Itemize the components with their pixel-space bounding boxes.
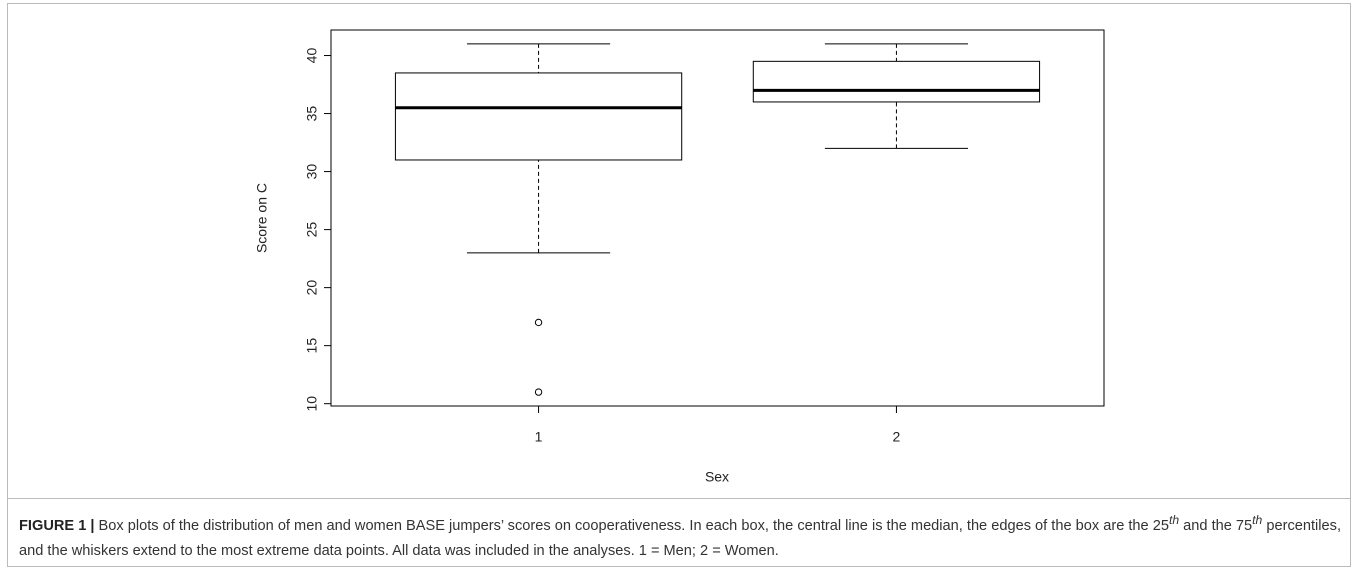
outlier [534,318,543,327]
caption-label: FIGURE 1 | [19,517,95,534]
x-tick-label: 1 [535,429,543,445]
y-axis-label: Score on C [254,183,270,253]
caption-text: and the 75 [1179,517,1253,534]
caption-text: percentiles, and the whiskers extend to … [19,517,1342,559]
y-tick-label: 20 [304,280,320,296]
caption-sup: th [1252,513,1263,527]
y-tick-label: 25 [304,222,320,238]
y-tick-label: 40 [304,48,320,64]
box [752,60,1041,103]
figure-frame [7,3,1351,567]
chart: Score on C Sex 10 15 20 25 30 35 40 1 2 [254,29,1105,485]
box [394,72,683,161]
y-tick-label: 10 [304,396,320,412]
y-tick-label: 15 [304,338,320,354]
outlier [534,388,543,396]
x-axis-label: Sex [705,469,729,485]
caption: FIGURE 1 | Box plots of the distribution… [19,508,1341,564]
y-tick-label: 30 [304,164,320,180]
separator [7,498,1351,499]
caption-text: Box plots of the distribution of men and… [94,517,1169,534]
x-tick-label: 2 [893,429,901,445]
y-tick-label: 35 [304,106,320,122]
caption-sup: th [1168,513,1180,527]
